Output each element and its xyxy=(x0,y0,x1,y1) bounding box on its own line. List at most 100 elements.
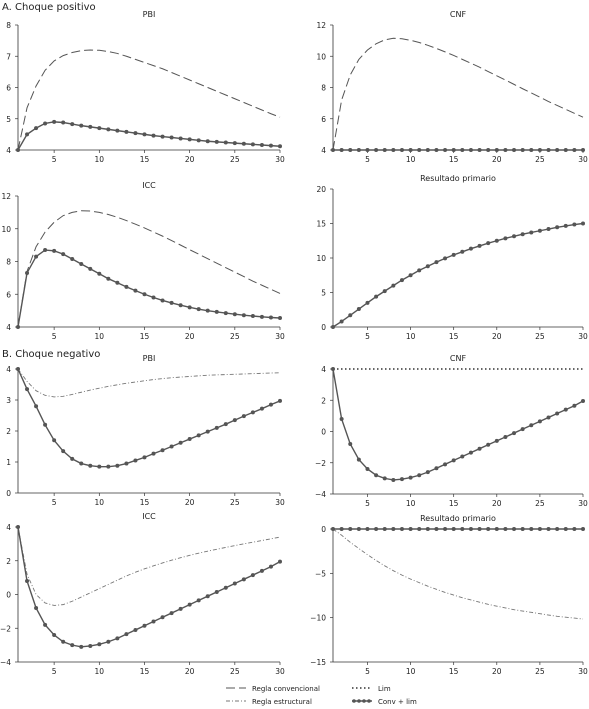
point-convlim xyxy=(151,133,156,138)
point-convlim xyxy=(348,442,353,446)
point-convlim xyxy=(151,295,156,300)
point-convlim xyxy=(133,288,138,293)
x-tick-label: 25 xyxy=(230,155,240,164)
point-convlim xyxy=(34,126,39,131)
point-convlim xyxy=(494,527,499,531)
y-tick-label: 1 xyxy=(6,458,11,467)
y-tick-label: 6 xyxy=(6,290,11,299)
point-convlim xyxy=(425,470,430,475)
point-convlim xyxy=(512,527,517,531)
point-convlim xyxy=(268,143,273,148)
point-convlim xyxy=(477,148,482,152)
point-convlim xyxy=(408,273,413,278)
point-convlim xyxy=(151,451,156,456)
y-tick-label: 8 xyxy=(321,84,326,93)
point-convlim xyxy=(124,632,129,637)
point-convlim xyxy=(520,527,525,531)
point-convlim xyxy=(52,119,57,124)
point-convlim xyxy=(468,527,473,531)
point-convlim xyxy=(555,527,560,531)
point-convlim xyxy=(563,527,568,531)
panel-title: CNF xyxy=(450,10,467,19)
point-convlim xyxy=(477,527,482,531)
x-tick-label: 10 xyxy=(406,332,416,341)
y-tick-label: 2 xyxy=(6,557,11,566)
point-convlim xyxy=(178,136,183,141)
point-convlim xyxy=(52,248,57,253)
point-convlim xyxy=(259,143,264,147)
point-convlim xyxy=(391,477,396,482)
series-conv xyxy=(17,210,281,328)
y-tick-label: 10 xyxy=(316,254,326,263)
point-convlim xyxy=(205,139,210,144)
point-convlim xyxy=(106,127,111,132)
point-convlim xyxy=(537,527,542,531)
y-tick-label: 0 xyxy=(6,591,11,600)
point-convlim xyxy=(468,148,473,152)
point-convlim xyxy=(133,458,138,463)
point-convlim xyxy=(250,573,255,578)
y-tick-label: 2 xyxy=(321,396,326,405)
point-convlim xyxy=(451,527,456,531)
point-convlim xyxy=(451,148,456,152)
y-tick-label: 7 xyxy=(6,52,11,61)
point-convlim xyxy=(115,128,120,133)
point-convlim xyxy=(241,414,246,419)
point-convlim xyxy=(259,314,264,319)
point-convlim xyxy=(241,141,246,146)
point-convlim xyxy=(581,399,585,404)
point-convlim xyxy=(187,137,192,142)
legend-label: Regla convencional xyxy=(252,685,320,693)
point-convlim xyxy=(115,463,120,468)
point-convlim xyxy=(529,230,534,235)
point-convlim xyxy=(434,466,439,471)
point-convlim xyxy=(537,419,542,424)
x-tick-label: 25 xyxy=(230,332,240,341)
point-convlim xyxy=(417,268,422,273)
point-convlim xyxy=(178,606,183,611)
point-convlim xyxy=(16,367,20,371)
point-convlim xyxy=(115,280,120,285)
x-tick-label: 10 xyxy=(95,155,105,164)
point-convlim xyxy=(169,611,174,616)
point-convlim xyxy=(223,311,228,316)
x-tick-label: 5 xyxy=(52,667,57,676)
point-convlim xyxy=(529,423,534,428)
x-tick-label: 5 xyxy=(365,667,370,676)
point-convlim xyxy=(374,527,379,531)
x-tick-label: 20 xyxy=(185,498,195,507)
point-convlim xyxy=(503,148,508,152)
point-convlim xyxy=(486,442,491,447)
point-convlim xyxy=(460,454,465,459)
y-tick-label: 4 xyxy=(321,365,326,374)
point-convlim xyxy=(178,440,183,445)
point-convlim xyxy=(250,410,255,415)
y-tick-label: 12 xyxy=(316,21,326,30)
point-convlim xyxy=(520,232,525,237)
point-convlim xyxy=(25,132,30,137)
point-convlim xyxy=(434,260,439,265)
x-tick-label: 10 xyxy=(95,332,105,341)
x-tick-label: 25 xyxy=(535,667,545,676)
x-tick-label: 30 xyxy=(578,667,588,676)
y-tick-label: 6 xyxy=(321,115,326,124)
y-tick-label: 4 xyxy=(6,523,11,532)
point-convlim xyxy=(443,256,448,261)
point-convlim xyxy=(382,527,387,531)
x-tick-label: 10 xyxy=(95,498,105,507)
point-convlim xyxy=(214,589,219,594)
point-convlim xyxy=(331,527,335,531)
panel-b-pbi: PBI 0 1 2 3 4 5 10 15 20 25 30 xyxy=(6,354,285,507)
x-tick-label: 15 xyxy=(449,499,459,508)
point-convlim xyxy=(223,585,228,590)
point-convlim xyxy=(348,527,353,531)
point-convlim xyxy=(477,243,482,248)
point-convlim xyxy=(133,131,138,136)
y-tick-label: −5 xyxy=(315,569,326,578)
x-tick-label: 20 xyxy=(492,332,502,341)
y-tick-label: 6 xyxy=(6,84,11,93)
y-tick-label: 20 xyxy=(316,185,326,194)
point-convlim xyxy=(259,406,264,411)
point-convlim xyxy=(356,307,361,312)
point-convlim xyxy=(97,271,102,276)
